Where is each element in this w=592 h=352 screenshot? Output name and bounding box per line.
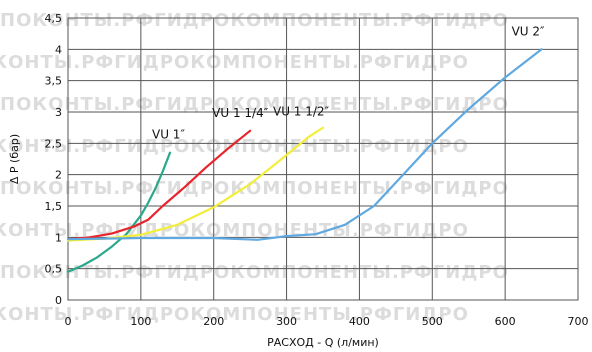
series-label: VU 1 1/2″ (273, 105, 330, 119)
series-label: VU 1 1/4″ (212, 106, 269, 120)
series-line (66, 151, 172, 273)
y-axis-title: Δ P (бар) (8, 134, 21, 184)
series-labels: VU 1″ VU 1 1/4″ VU 1 1/2″ VU 2″ (152, 24, 545, 141)
series-group (66, 48, 543, 273)
tick-labels: 0 100 200 300 400 500 600 700 0 0,5 1 1,5 2 2,5 3 3,5 4 4… (45, 12, 589, 328)
x-tick-label: 700 (568, 315, 589, 328)
y-tick-label: 3,5 (45, 75, 63, 88)
x-tick-label: 0 (65, 315, 72, 328)
watermark-text: ПОКОНТЫ.РФГИДРОКОМПОНЕНТЫ.РФГИДРО (0, 136, 469, 157)
grid (67, 17, 579, 301)
x-tick-label: 300 (276, 315, 297, 328)
watermark-text: ПОКОНТЫ.РФГИДРОКОМПОНЕНТЫ.РФГИДРО (0, 304, 469, 325)
x-tick-label: 400 (349, 315, 370, 328)
series-line (66, 129, 252, 241)
series-label: VU 2″ (512, 24, 545, 38)
x-tick-label: 600 (495, 315, 516, 328)
watermark-text: ПОКОНТЫ.РФГИДРОКОМПОНЕНТЫ.РФГИДРО (0, 262, 509, 283)
watermark-text: ПОКОНТЫ.РФГИДРОКОМПОНЕНТЫ.РФГИДРО (0, 220, 469, 241)
watermark-text: ПОКОНТЫ.РФГИДРОКОМПОНЕНТЫ.РФГИДРО (0, 10, 509, 31)
x-tick-label: 100 (130, 315, 151, 328)
watermark-text: ПОКОНТЫ.РФГИДРОКОМПОНЕНТЫ.РФГИДРО (0, 52, 469, 73)
y-tick-label: 2,5 (45, 137, 63, 150)
y-tick-label: 3 (55, 106, 62, 119)
x-tick-label: 200 (203, 315, 224, 328)
y-tick-label: 1,5 (45, 200, 63, 213)
series-label: VU 1″ (152, 128, 185, 142)
watermark-text: ПОКОНТЫ.РФГИДРОКОМПОНЕНТЫ.РФГИДРО (0, 94, 509, 115)
y-tick-label: 0 (55, 294, 62, 307)
x-tick-label: 500 (422, 315, 443, 328)
y-tick-label: 2 (55, 169, 62, 182)
y-tick-label: 0,5 (45, 263, 63, 276)
watermark: ПОКОНТЫ.РФГИДРОКОМПОНЕНТЫ.РФГИДРО ПОКОНТЫ… (0, 10, 509, 325)
x-axis-title: РАСХОД - Q (л/мин) (267, 336, 379, 349)
watermark-text: ПОКОНТЫ.РФГИДРОКОМПОНЕНТЫ.РФГИДРО (0, 178, 509, 199)
series-line (66, 48, 543, 241)
y-tick-label: 1 (55, 231, 62, 244)
y-tick-label: 4,5 (45, 12, 63, 25)
y-tick-label: 4 (55, 43, 62, 56)
